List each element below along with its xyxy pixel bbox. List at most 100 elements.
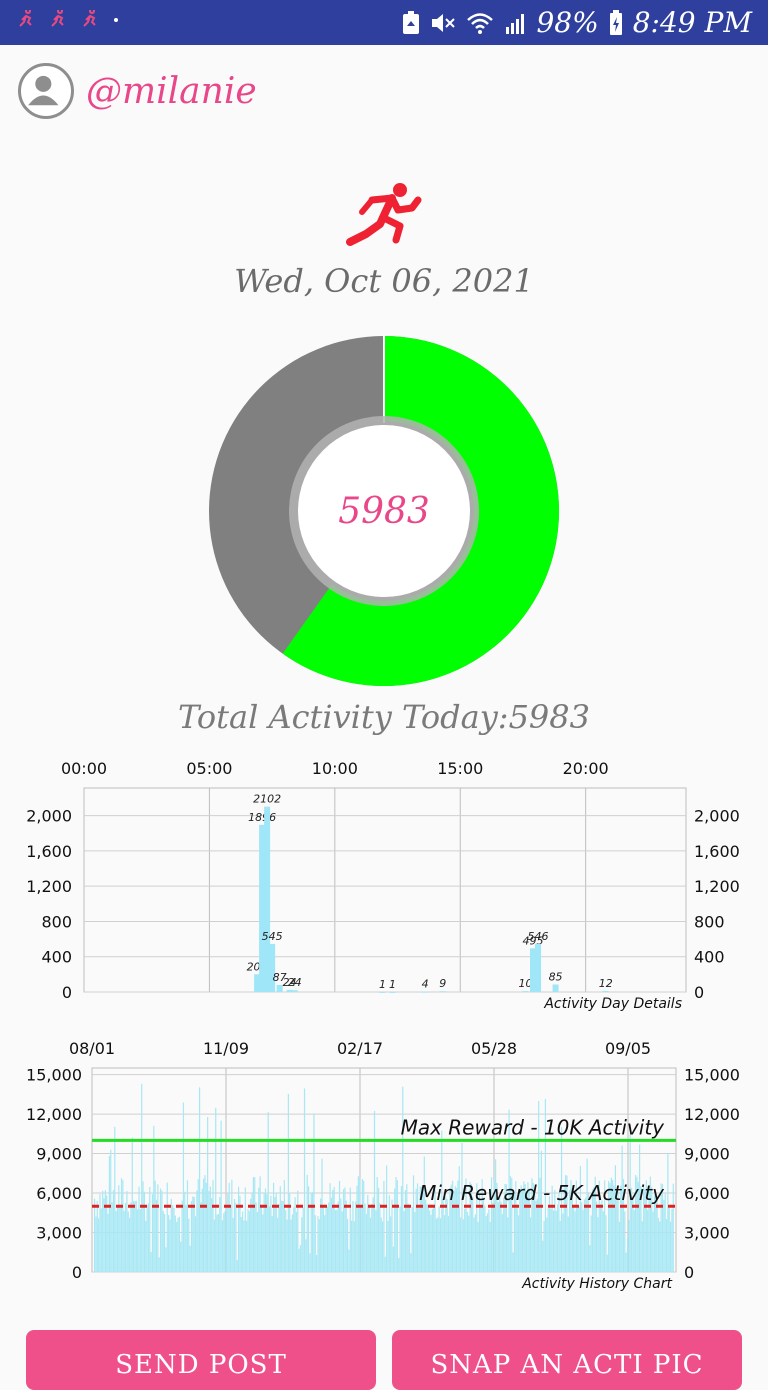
- bar: [469, 1181, 471, 1272]
- bar: [423, 1156, 425, 1272]
- bar: [563, 1187, 565, 1272]
- bar: [490, 1177, 493, 1272]
- bar: [180, 1241, 182, 1272]
- data-label: 1: [379, 978, 386, 991]
- bar: [209, 1186, 211, 1272]
- bar: [558, 1192, 560, 1272]
- bar: [503, 1197, 505, 1272]
- avatar[interactable]: [18, 63, 74, 119]
- bar: [141, 1083, 143, 1272]
- bar: [451, 1180, 454, 1272]
- status-bar: 98% 8:49 PM: [0, 0, 768, 45]
- bar: [387, 1220, 389, 1272]
- bar: [309, 1253, 311, 1272]
- bar: [430, 1214, 432, 1272]
- bar: [400, 1186, 403, 1272]
- bar: [128, 1217, 131, 1272]
- data-label: 4: [422, 978, 429, 991]
- bar: [182, 1102, 185, 1272]
- bar: [647, 1209, 649, 1272]
- bar: [422, 991, 429, 993]
- y-tick-label-right: 6,000: [684, 1184, 730, 1203]
- bar: [229, 1205, 232, 1272]
- bar: [254, 1177, 256, 1272]
- bar: [672, 1183, 674, 1272]
- bar: [439, 991, 446, 993]
- bar: [520, 1185, 522, 1272]
- bar: [99, 1194, 101, 1272]
- bar: [139, 1209, 141, 1272]
- bar: [203, 1178, 205, 1272]
- bar: [668, 1207, 670, 1272]
- bar: [320, 1198, 322, 1272]
- send-post-button[interactable]: SEND POST: [26, 1330, 376, 1390]
- bar: [419, 1186, 421, 1272]
- bar: [535, 943, 542, 992]
- y-tick-label: 9,000: [36, 1145, 82, 1164]
- donut-chart: [209, 336, 559, 686]
- bar: [173, 1207, 175, 1272]
- bar: [437, 1217, 439, 1272]
- bar: [314, 1215, 316, 1272]
- bar: [529, 948, 536, 992]
- y-tick-label: 12,000: [26, 1105, 82, 1124]
- bar: [364, 1203, 366, 1272]
- bar: [589, 1245, 591, 1272]
- bar: [200, 1202, 202, 1272]
- bar: [449, 1190, 451, 1272]
- bar: [574, 1211, 576, 1272]
- bar: [629, 1133, 631, 1272]
- bar: [480, 1207, 482, 1272]
- bar: [192, 1196, 194, 1272]
- bar: [281, 1200, 283, 1272]
- bar: [194, 1216, 197, 1272]
- bar: [620, 1185, 622, 1272]
- bar: [655, 1196, 657, 1272]
- bar: [133, 1201, 135, 1272]
- bar: [197, 1179, 199, 1272]
- bar: [462, 1219, 464, 1272]
- bar: [346, 1218, 349, 1272]
- x-tick-label: 10:00: [312, 759, 358, 778]
- bar: [524, 1184, 526, 1272]
- bar: [515, 1181, 517, 1272]
- bar: [283, 1179, 285, 1272]
- bar: [667, 1153, 669, 1272]
- bar: [313, 1113, 315, 1272]
- bar: [135, 1200, 137, 1272]
- y-tick-label-right: 800: [694, 912, 725, 931]
- activity-donut: 5983: [206, 333, 562, 689]
- bar: [291, 1214, 294, 1272]
- bar: [208, 1191, 210, 1272]
- profile-header[interactable]: @milanie: [18, 63, 257, 119]
- bar: [544, 1099, 547, 1272]
- bar: [348, 1249, 350, 1272]
- bar: [597, 1217, 599, 1272]
- bar: [656, 1199, 658, 1272]
- bar: [250, 1198, 252, 1272]
- y-tick-label-right: 1,600: [694, 842, 740, 861]
- bar: [231, 1179, 233, 1272]
- data-label: 1896: [248, 811, 276, 824]
- bar: [438, 1206, 440, 1272]
- bar: [569, 1190, 571, 1272]
- bar: [407, 1203, 409, 1272]
- bar: [519, 1191, 521, 1272]
- snap-pic-button[interactable]: SNAP AN ACTI PIC: [392, 1330, 742, 1390]
- bar: [604, 1180, 606, 1272]
- bar: [338, 1180, 341, 1272]
- bar: [472, 1196, 474, 1272]
- bar: [476, 1183, 478, 1272]
- bar: [321, 1158, 323, 1272]
- bar: [554, 1189, 556, 1272]
- bar: [523, 1181, 525, 1272]
- bar: [535, 1200, 537, 1272]
- bar: [606, 1254, 608, 1272]
- bar: [236, 1259, 238, 1272]
- y-tick-label: 3,000: [36, 1224, 82, 1243]
- bar: [625, 1252, 627, 1272]
- bar: [575, 1180, 577, 1272]
- bar: [548, 1196, 551, 1272]
- current-date: Wed, Oct 06, 2021: [234, 262, 534, 300]
- bar: [306, 1174, 308, 1272]
